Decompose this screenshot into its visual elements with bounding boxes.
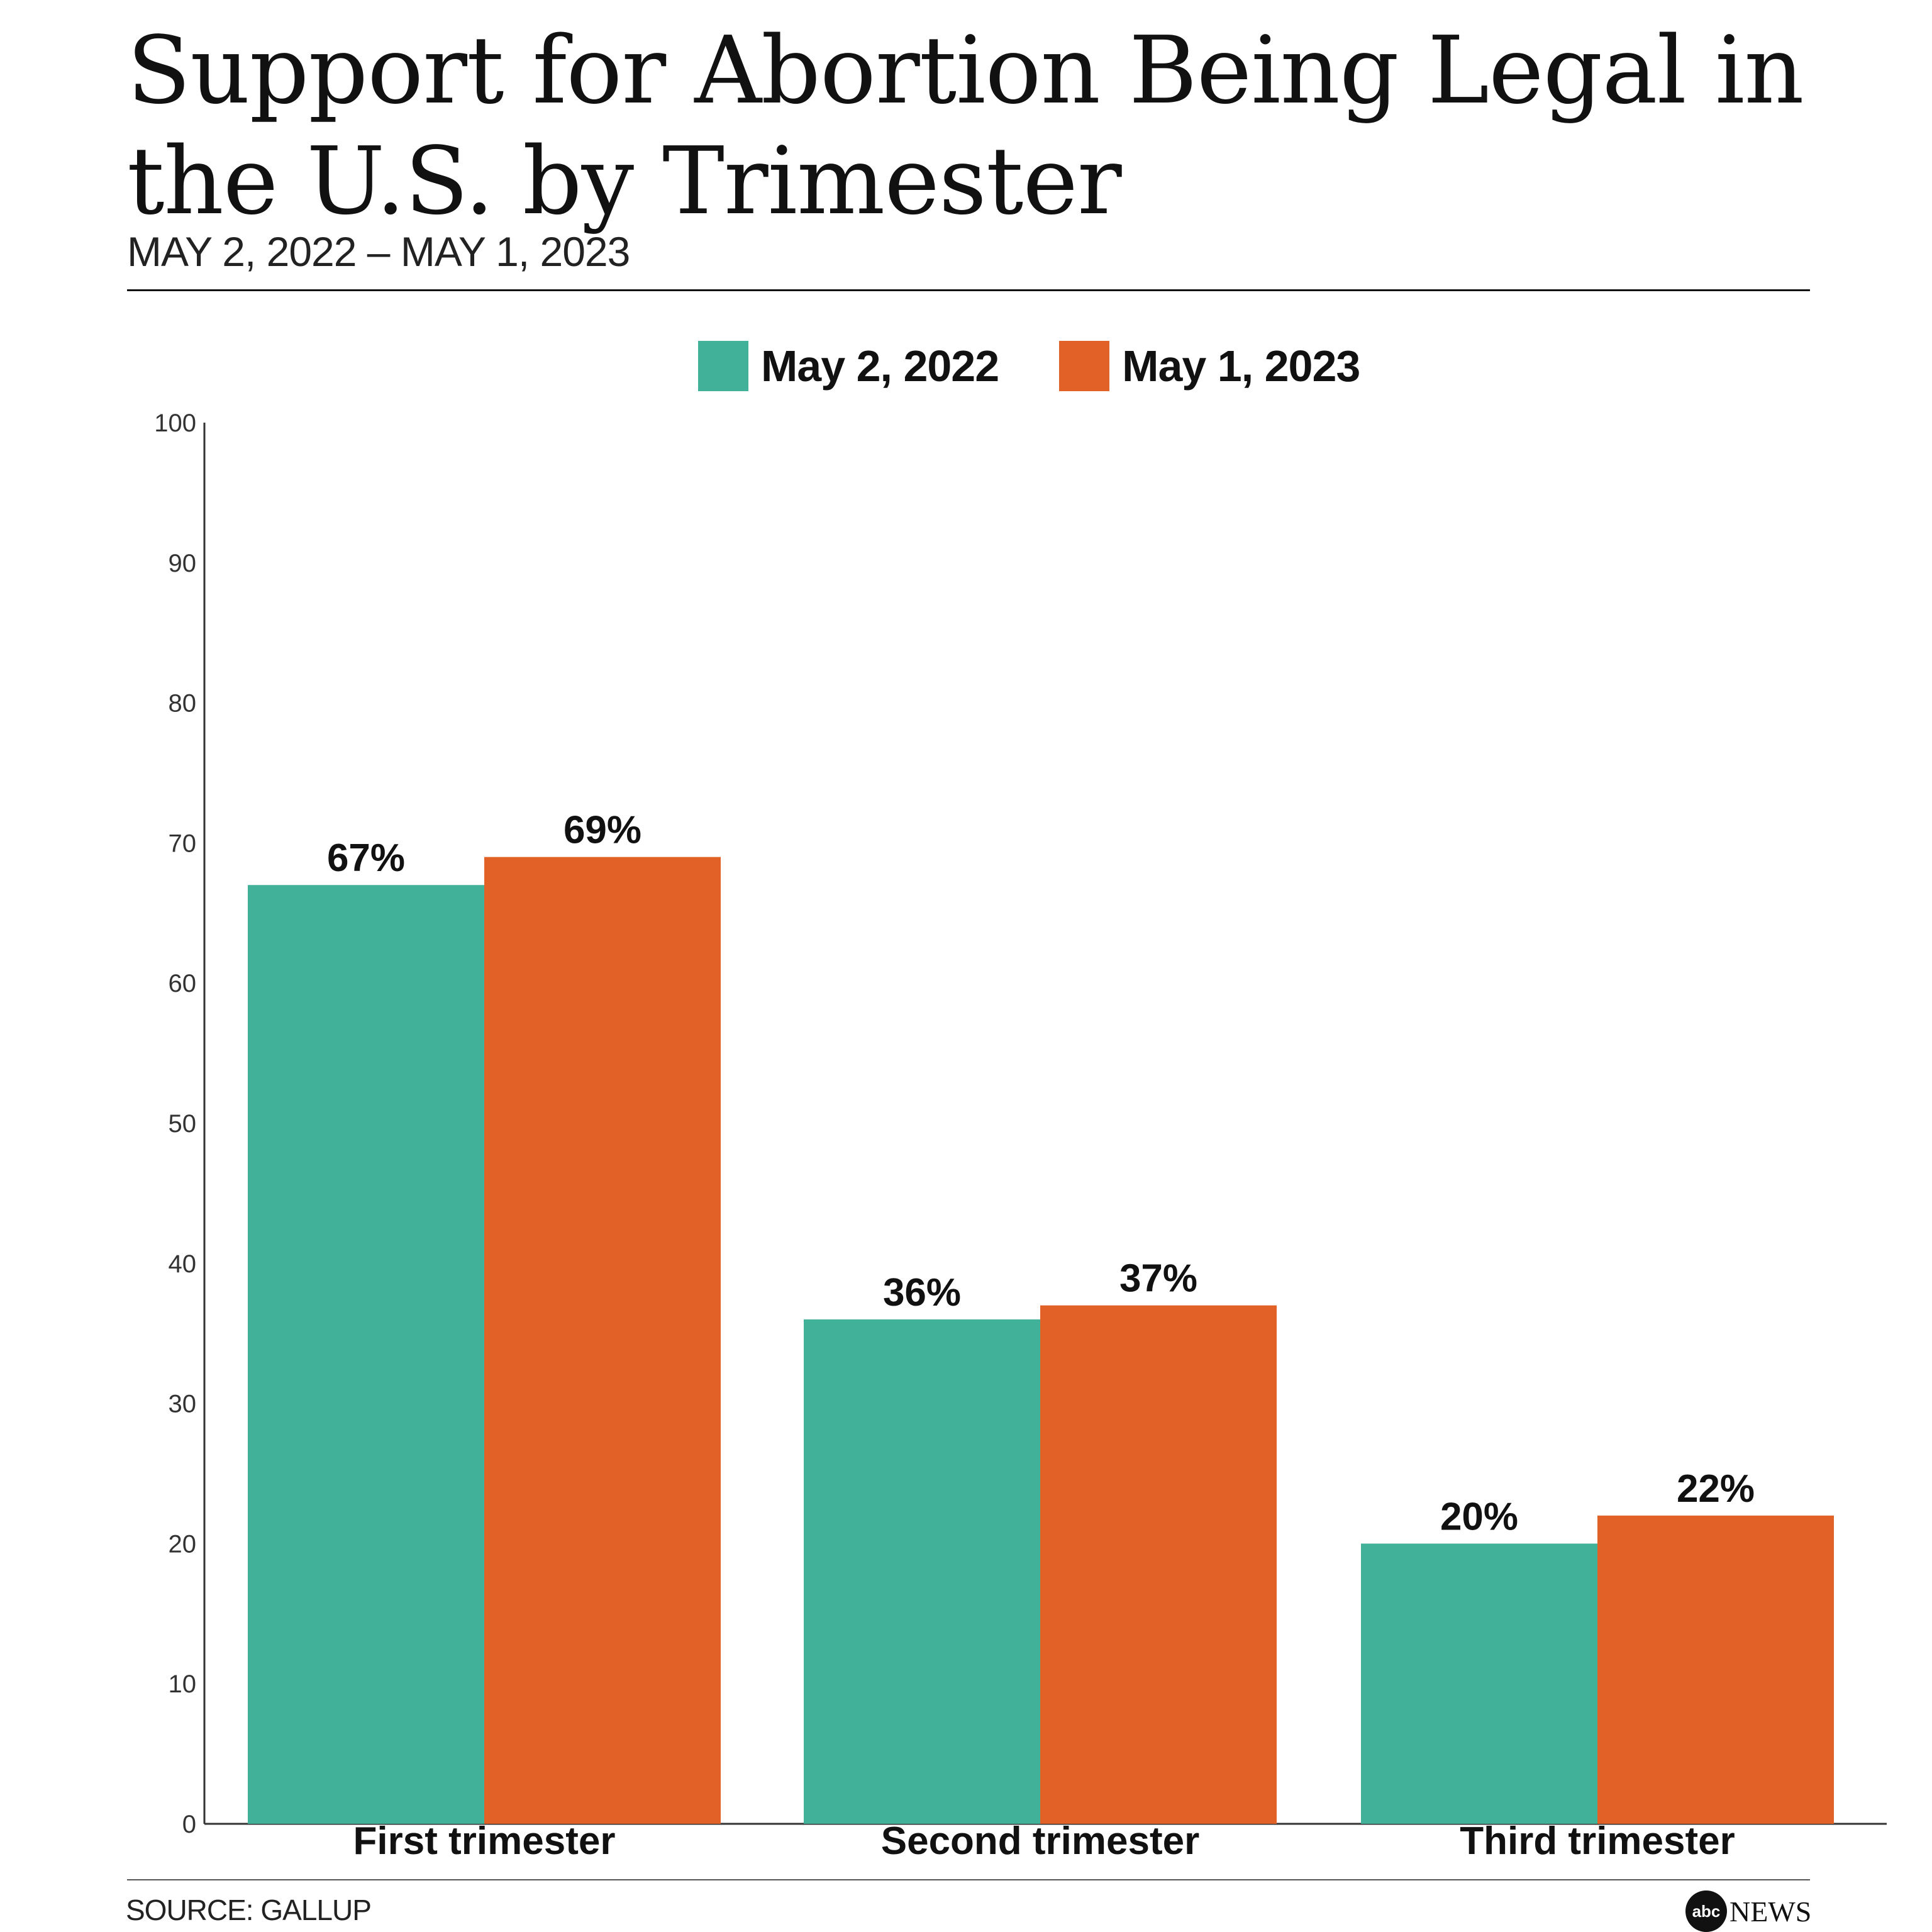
y-tick-label: 90 (169, 550, 197, 577)
bar-2023 (1040, 1305, 1277, 1824)
bar-2022 (248, 885, 484, 1824)
y-tick-label: 40 (169, 1250, 197, 1278)
bar-value-label: 22% (1677, 1467, 1755, 1511)
abc-news-logo: abc NEWS (1685, 1890, 1811, 1932)
y-tick-label: 50 (169, 1110, 197, 1138)
legend-swatch-2022 (698, 341, 748, 391)
bar-value-label: 20% (1440, 1495, 1518, 1538)
y-tick-label: 20 (169, 1530, 197, 1558)
legend-label-2022: May 2, 2022 (761, 341, 999, 391)
legend-item-2023: May 1, 2023 (1059, 341, 1360, 391)
legend-item-2022: May 2, 2022 (698, 341, 999, 391)
chart-subtitle: MAY 2, 2022 – MAY 1, 2023 (127, 228, 630, 275)
y-tick-label: 0 (182, 1811, 196, 1838)
abc-logo-icon: abc (1685, 1890, 1727, 1932)
y-tick-label: 70 (169, 830, 197, 857)
y-tick-label: 10 (169, 1670, 197, 1698)
legend-swatch-2023 (1059, 341, 1110, 391)
footer-divider (127, 1879, 1810, 1880)
chart-title: Support for Abortion Being Legal in the … (127, 16, 1804, 235)
x-category-label: Third trimester (1460, 1819, 1735, 1863)
legend: May 2, 2022 May 1, 2023 (698, 340, 1420, 392)
source-note: SOURCE: GALLUP (126, 1894, 372, 1926)
y-tick-label: 100 (154, 409, 196, 437)
x-category-label: Second trimester (881, 1819, 1200, 1863)
bar-2022 (1361, 1543, 1597, 1824)
legend-label-2023: May 1, 2023 (1122, 341, 1360, 391)
bar-value-label: 69% (564, 809, 641, 852)
y-tick-label: 60 (169, 970, 197, 997)
bar-2023 (1597, 1515, 1834, 1824)
bar-value-label: 37% (1119, 1257, 1197, 1301)
y-tick-label: 30 (169, 1391, 197, 1418)
bar-value-label: 36% (883, 1271, 961, 1314)
header-divider (127, 289, 1810, 291)
bar-2023 (484, 857, 721, 1824)
x-category-label: First trimester (353, 1819, 616, 1863)
bar-2022 (804, 1319, 1040, 1824)
y-tick-label: 80 (169, 690, 197, 718)
abc-logo-wordmark: NEWS (1729, 1895, 1812, 1928)
bar-value-label: 67% (327, 836, 405, 880)
